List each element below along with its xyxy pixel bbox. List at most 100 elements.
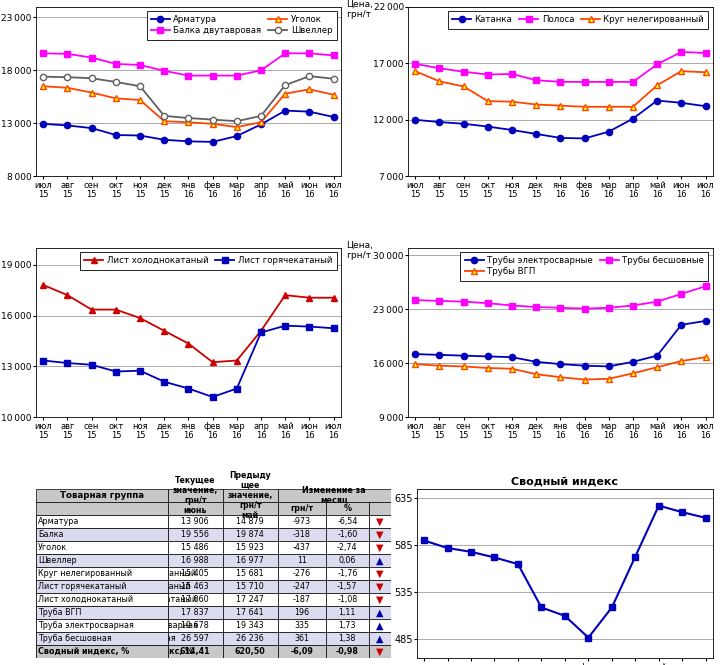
Балка двутавровая: [112, 60, 120, 68]
Швеллер: [112, 78, 120, 86]
Лист горячекатаный: [233, 384, 241, 392]
Line: Катанка: Катанка: [412, 98, 708, 142]
Круг нелегированный: [580, 103, 589, 111]
Лист холоднокатаный: [87, 306, 96, 314]
Трубы ВГП: [508, 365, 516, 373]
Трубы ВГП: [604, 375, 613, 383]
Лист горячекатаный: [63, 359, 72, 367]
Bar: [278, 489, 391, 501]
Bar: [222, 645, 278, 658]
Трубы электросварные: [653, 352, 662, 360]
Полоса: [677, 48, 685, 56]
Арматура: [39, 120, 48, 128]
Трубы бесшовные: [556, 304, 564, 312]
Bar: [36, 554, 168, 567]
Bar: [36, 541, 168, 554]
Text: ▼: ▼: [376, 529, 384, 539]
Трубы электросварные: [459, 352, 468, 360]
Полоса: [580, 78, 589, 86]
Text: -276: -276: [293, 569, 311, 578]
Text: Изменение за
месяц: Изменение за месяц: [302, 485, 366, 505]
Лист холоднокатаный: [136, 314, 145, 322]
Text: -318: -318: [293, 530, 311, 539]
Bar: [369, 567, 391, 580]
Line: Трубы бесшовные: Трубы бесшовные: [412, 283, 708, 312]
Text: 196: 196: [294, 608, 310, 617]
Text: ▼: ▼: [376, 595, 384, 604]
Bar: [168, 501, 222, 515]
Bar: [326, 528, 369, 541]
Швеллер: [233, 117, 241, 125]
Швеллер: [208, 116, 217, 124]
Трубы бесшовные: [677, 290, 685, 298]
Лист холоднокатаный: [112, 306, 120, 314]
Уголок: [39, 82, 48, 90]
Text: 0,06: 0,06: [338, 556, 356, 565]
Text: Уголок: Уголок: [38, 543, 68, 552]
Трубы электросварные: [677, 321, 685, 329]
Text: Арматура: Арматура: [38, 517, 80, 526]
Катанка: [629, 114, 637, 122]
Лист горячекатаный: [87, 360, 96, 368]
Bar: [36, 593, 168, 606]
Bar: [36, 501, 168, 515]
Bar: [326, 632, 369, 645]
Text: Труба электросварная: Труба электросварная: [38, 621, 134, 630]
Круг нелегированный: [508, 98, 516, 106]
Катанка: [556, 134, 564, 142]
Text: Сводный индекс, %: Сводный индекс, %: [102, 647, 193, 656]
Катанка: [508, 126, 516, 134]
Балка двутавровая: [160, 67, 168, 75]
Bar: [36, 580, 168, 593]
Text: Арматура: Арматура: [102, 517, 143, 526]
Bar: [278, 528, 326, 541]
Text: Балка: Балка: [38, 530, 64, 539]
Катанка: [411, 116, 420, 124]
Трубы электросварные: [483, 352, 492, 360]
Text: Уголок: Уголок: [102, 543, 131, 552]
Bar: [168, 541, 222, 554]
Круг нелегированный: [532, 100, 541, 108]
Bar: [36, 567, 168, 580]
Text: ▲: ▲: [376, 555, 384, 565]
Bar: [326, 645, 369, 658]
Уголок: [87, 88, 96, 96]
Круг нелегированный: [483, 97, 492, 105]
Text: 19 556: 19 556: [181, 530, 210, 539]
Bar: [222, 632, 278, 645]
Line: Лист горячекатаный: Лист горячекатаный: [40, 323, 337, 400]
Bar: [222, 489, 278, 501]
Bar: [36, 541, 168, 554]
Лист холоднокатаный: [63, 291, 72, 299]
Балка двутавровая: [184, 72, 193, 80]
Трубы ВГП: [459, 362, 468, 370]
Трубы ВГП: [580, 376, 589, 384]
Катанка: [653, 96, 662, 104]
Лист холоднокатаный: [184, 340, 193, 348]
Bar: [278, 554, 326, 567]
Уголок: [281, 90, 289, 98]
Уголок: [112, 94, 120, 102]
Line: Трубы ВГП: Трубы ВГП: [412, 354, 708, 382]
Bar: [36, 528, 168, 541]
Text: 11: 11: [297, 556, 307, 565]
Полоса: [653, 61, 662, 68]
Text: ▼: ▼: [376, 543, 384, 553]
Text: 26 236: 26 236: [236, 634, 264, 643]
Трубы ВГП: [701, 353, 710, 361]
Bar: [36, 593, 168, 606]
Bar: [36, 645, 168, 658]
Bar: [369, 554, 391, 567]
Text: 16 988: 16 988: [181, 556, 209, 565]
Text: 15 405: 15 405: [181, 569, 210, 578]
Лист горячекатаный: [112, 368, 120, 376]
Bar: [222, 528, 278, 541]
Text: -187: -187: [293, 595, 311, 604]
Трубы бесшовные: [532, 303, 541, 311]
Text: Швеллер: Швеллер: [39, 556, 78, 565]
Круг нелегированный: [604, 103, 613, 111]
Лист горячекатаный: [184, 384, 193, 392]
Bar: [278, 632, 326, 645]
Трубы бесшовные: [604, 304, 613, 312]
Text: ▲: ▲: [376, 634, 384, 644]
